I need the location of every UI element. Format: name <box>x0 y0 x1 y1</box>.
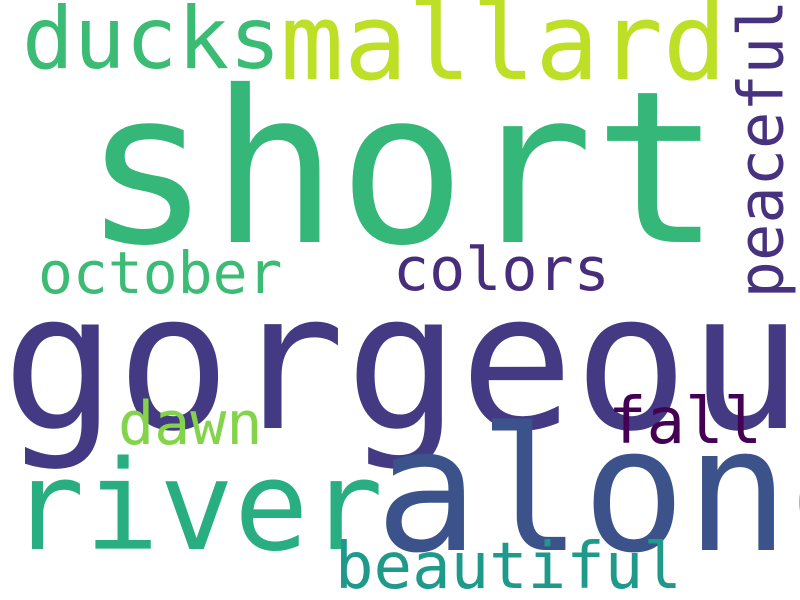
word-ducks: ducks <box>22 0 281 89</box>
word-short: short <box>83 45 722 292</box>
word-beautiful: beautiful <box>335 530 682 600</box>
word-dawn: dawn <box>118 389 263 459</box>
word-river: river <box>10 435 384 579</box>
word-october: october <box>38 239 283 307</box>
word-gorgeous: gorgeous <box>2 252 800 473</box>
word-colors: colors <box>393 235 610 305</box>
word-mallard: mallard <box>280 0 727 104</box>
word-fall: fall <box>608 385 763 459</box>
word-along: along <box>375 390 800 591</box>
